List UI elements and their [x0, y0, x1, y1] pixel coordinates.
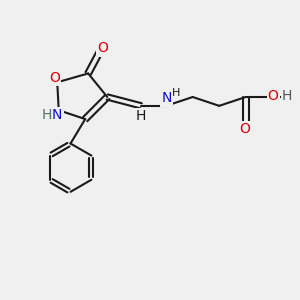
Text: H: H: [172, 88, 181, 98]
Text: O: O: [50, 71, 60, 85]
Text: O: O: [240, 122, 250, 136]
Text: O: O: [268, 89, 278, 103]
Text: N: N: [162, 92, 172, 106]
Text: N: N: [52, 108, 62, 122]
Text: H: H: [282, 89, 292, 103]
Text: H: H: [136, 109, 146, 123]
Text: H: H: [41, 108, 52, 122]
Text: O: O: [98, 41, 108, 56]
